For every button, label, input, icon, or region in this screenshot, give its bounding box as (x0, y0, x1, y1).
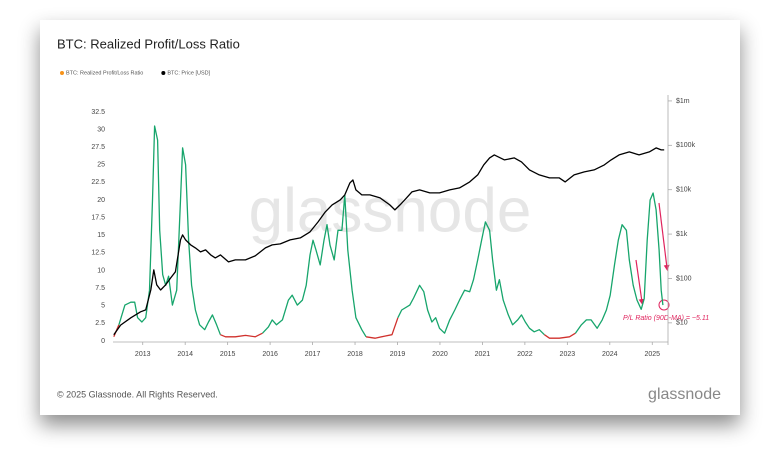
series-line (365, 317, 399, 339)
x-tick-label: 2023 (560, 351, 576, 358)
annotation: P/L Ratio (90D-MA) = ~5.11 (623, 315, 709, 322)
legend-swatch (161, 71, 166, 75)
x-tick-label: 2017 (305, 351, 321, 358)
x-tick-label: 2016 (262, 351, 278, 358)
y-tick-label: 17.5 (91, 214, 105, 221)
series-line (397, 221, 545, 336)
legend-label: BTC: Price [USD] (167, 70, 210, 76)
y-tick-label: 20 (97, 197, 105, 204)
x-tick-label: 2019 (390, 351, 406, 358)
series-line (262, 194, 367, 338)
y2-tick-label: $1k (676, 231, 688, 238)
y-tick-label: 27.5 (91, 144, 105, 151)
plot: 0 2.5 5 7.5 10 12.5 15 17.5 20 22.5 25 27.5 30 32.5 $1… (60, 70, 696, 358)
y-tick-label: 12.5 (91, 250, 105, 257)
series-line (113, 147, 665, 336)
y-tick-label: 10 (97, 267, 105, 274)
y2-tick-label: $1m (676, 98, 690, 105)
series-line (220, 332, 263, 338)
card (40, 20, 740, 415)
x-tick-label: 2022 (517, 351, 533, 358)
brand: glassnode (648, 386, 721, 403)
y-tick-label: 5 (101, 303, 105, 310)
y-tick-label: 32.5 (91, 109, 105, 116)
y-tick-label: 2.5 (95, 320, 105, 327)
highlight (658, 299, 670, 311)
x-tick-label: 2018 (347, 351, 363, 358)
y-tick-label: 22.5 (91, 179, 105, 186)
watermark: glassnode (249, 176, 532, 245)
y-tick-label: 15 (97, 232, 105, 239)
y2-tick-label: $100 (676, 275, 692, 282)
x-tick-label: 2024 (602, 351, 618, 358)
y2-tick-label: $100k (676, 142, 696, 149)
footer: © 2025 Glassnode. All Rights Reserved. (57, 389, 218, 399)
x-tick-label: 2025 (644, 351, 660, 358)
x-tick-label: 2021 (475, 351, 491, 358)
arrow (658, 202, 670, 271)
x-tick-label: 2020 (432, 351, 448, 358)
legend-swatch (60, 71, 64, 75)
series-line (574, 192, 664, 334)
series-line (544, 332, 576, 339)
legend-label: BTC: Realized Profit/Loss Ratio (66, 70, 143, 76)
x-tick-label: 2013 (135, 351, 151, 358)
series-line (118, 125, 222, 335)
arrow (635, 259, 645, 305)
y-tick-label: 30 (97, 126, 105, 133)
y-tick-label: 7.5 (95, 285, 105, 292)
chart-title: BTC: Realized Profit/Loss Ratio (57, 36, 240, 51)
x-tick-label: 2015 (220, 351, 236, 358)
y2-tick-label: $10k (676, 187, 692, 194)
y-tick-label: 25 (97, 162, 105, 169)
x-tick-label: 2014 (177, 351, 193, 358)
y-tick-label: 0 (101, 338, 105, 345)
y2-tick-label: $10 (676, 320, 688, 327)
